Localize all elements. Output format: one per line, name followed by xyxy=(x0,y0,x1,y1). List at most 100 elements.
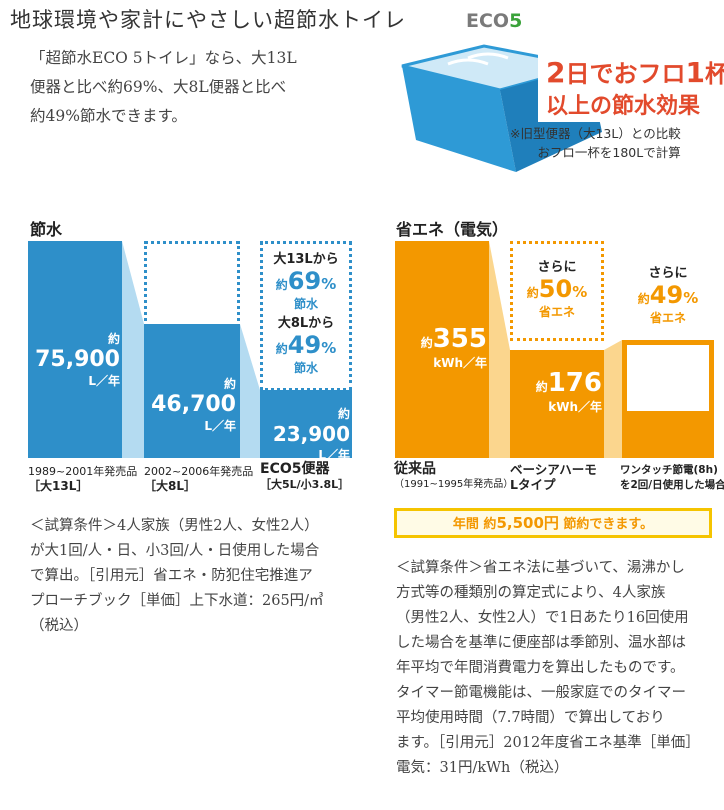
caption-size: ［大5L/小3.8L］ xyxy=(260,478,350,491)
promo-days: 2 xyxy=(546,56,566,89)
caption-years: 2002~2006年発売品 xyxy=(144,465,254,478)
condition-line: （税込） xyxy=(30,618,88,634)
water-value-eco5: 23,900 xyxy=(272,422,350,446)
promo-note: ※旧型便器（大13L）との比較 おフロ一杯を180Lで計算 xyxy=(510,124,681,162)
water-bar-eco5-reduced-outline xyxy=(260,241,352,391)
pct-sign: % xyxy=(572,283,588,301)
bar-connector xyxy=(122,241,144,458)
condition-line: ＜試算条件＞4人家族（男性2人、女性2人） xyxy=(30,518,319,534)
promo-count: 1 xyxy=(685,56,705,89)
energy-chart-title: 省エネ（電気） xyxy=(396,220,509,239)
eco5-logo: ECO5 xyxy=(466,10,522,32)
saving-from-8l: 大8Lから 約49% 節水 xyxy=(262,312,350,376)
energy-caption-onetouch: ワンタッチ節電(8h) を2回/日使用した場合 xyxy=(620,463,724,493)
unit-label: L／年 xyxy=(318,448,350,462)
promo-line-1: 2日でおフロ1杯 xyxy=(546,54,724,89)
banner-approx: 約 xyxy=(483,517,497,532)
saving-label: さらに xyxy=(648,266,688,281)
intro-line: 「超節水ECO 5トイレ」なら、大13L xyxy=(30,49,297,67)
caption-product: ECO5便器 xyxy=(260,461,330,477)
saving-suffix: 省エネ xyxy=(538,305,575,319)
caption-product: ワンタッチ節電(8h) xyxy=(620,464,718,476)
banner-prefix: 年間 xyxy=(452,517,479,532)
unit-label: L／年 xyxy=(204,419,236,433)
logo-text: ECO xyxy=(466,10,510,32)
condition-line: が大1回/人・日、小3回/人・日使用した場合 xyxy=(30,543,320,559)
saving-suffix: 節水 xyxy=(293,297,318,311)
bar-connector xyxy=(240,324,260,458)
energy-value-355: 355 xyxy=(432,324,487,354)
bathtub-side-left xyxy=(402,66,516,172)
caption-years: 1989~2001年発売品 xyxy=(28,465,138,478)
bathtub-illustration xyxy=(401,44,714,172)
energy-bar-basia xyxy=(510,350,604,458)
energy-caption-conventional: 従来品 （1991~1995年発売品） xyxy=(394,462,513,492)
approx-label: 約 xyxy=(637,292,650,306)
condition-line: で算出。［引用元］省エネ・防犯住宅推進ア xyxy=(30,568,313,584)
water-bar-eco5 xyxy=(260,390,352,458)
promo-bubble xyxy=(538,50,714,122)
page-title: 地球環境や家計にやさしい超節水トイレ xyxy=(10,8,406,32)
saving-energy-49: さらに 約49% 省エネ xyxy=(622,262,714,326)
intro-line: 約49%節水できます。 xyxy=(30,107,187,125)
energy-value-176: 176 xyxy=(547,368,602,398)
saving-suffix: 省エネ xyxy=(649,311,686,325)
condition-line: 電気：31円/kWh（税込） xyxy=(396,760,569,776)
caption-product: ベーシアハーモ xyxy=(510,462,597,477)
logo-number: 5 xyxy=(509,10,523,32)
energy-conditions: ＜試算条件＞省エネ法に基づいて、湯沸かし 方式等の種類別の算定式により、4人家族… xyxy=(396,556,722,781)
water-caption-13l: 1989~2001年発売品 ［大13L］ xyxy=(28,464,137,494)
approx-label: 約 xyxy=(420,336,433,350)
approx-label: 約 xyxy=(275,342,288,356)
banner-suffix: 節約できます。 xyxy=(563,517,654,532)
saving-label: さらに xyxy=(537,260,577,275)
caption-usage: を2回/日使用した場合 xyxy=(620,479,724,491)
condition-line: ＜試算条件＞省エネ法に基づいて、湯沸かし xyxy=(396,560,685,576)
saving-percent-49: 49 xyxy=(287,331,322,359)
approx-label: 約 xyxy=(223,377,236,391)
saving-from-13l: 大13Lから 約69% 節水 xyxy=(262,248,350,312)
condition-line: した場合を基準に便座部は季節別、温水部は xyxy=(396,635,686,651)
water-bar-8l xyxy=(144,324,240,458)
caption-years: （1991~1995年発売品） xyxy=(394,479,514,490)
energy-bar-onetouch-reduced-area xyxy=(627,345,709,411)
saving-percent-50: 50 xyxy=(538,275,573,303)
approx-label: 約 xyxy=(535,380,548,394)
water-value-label: 約46,700 L／年 xyxy=(146,373,236,434)
condition-line: （男性2人、女性2人）で1日あたり16回使用 xyxy=(396,610,689,626)
caption-size: ［大8L］ xyxy=(144,479,196,493)
caption-size: ［大13L］ xyxy=(28,479,89,493)
condition-line: プローチブック［単価］上下水道：265円/㎥ xyxy=(30,593,324,609)
saving-label: 大13Lから xyxy=(273,252,339,267)
promo-text: 日でおフロ xyxy=(565,60,686,88)
promo-note-line: ※旧型便器（大13L）との比較 xyxy=(510,126,681,141)
pct-sign: % xyxy=(321,339,337,357)
saving-percent-69: 69 xyxy=(287,267,322,295)
unit-label: L／年 xyxy=(88,374,120,388)
saving-percent-49-energy: 49 xyxy=(649,281,684,309)
water-bar-13l xyxy=(28,241,122,458)
water-caption-8l: 2002~2006年発売品 ［大8L］ xyxy=(144,464,253,494)
promo-line-2: 以上の節水効果 xyxy=(546,94,701,119)
condition-line: 平均使用時間（7.7時間）で算出しており xyxy=(396,710,665,726)
energy-bar-basia-reduced-outline xyxy=(510,241,604,341)
unit-label: kWh／年 xyxy=(548,400,602,414)
water-value-8l: 46,700 xyxy=(151,392,236,417)
water-bar-8l-reduced-outline xyxy=(144,241,240,327)
approx-label: 約 xyxy=(526,286,539,300)
energy-bar-conventional xyxy=(395,241,489,458)
water-chart-title: 節水 xyxy=(30,220,63,239)
saving-energy-50: さらに 約50% 省エネ xyxy=(512,256,602,320)
banner-amount: 5,500円 xyxy=(496,514,559,532)
intro-text: 「超節水ECO 5トイレ」なら、大13L 便器と比べ約69%、大8L便器と比べ … xyxy=(30,44,370,131)
energy-caption-basia: ベーシアハーモ Lタイプ xyxy=(510,462,597,492)
energy-value-label: 約176 kWh／年 xyxy=(512,368,602,415)
saving-label: 大8Lから xyxy=(277,316,335,331)
bar-connector xyxy=(604,340,622,458)
pct-sign: % xyxy=(321,275,337,293)
unit-label: kWh／年 xyxy=(433,356,487,370)
water-value-label: 約75,900 L／年 xyxy=(30,328,120,389)
annual-saving-banner: 年間 約5,500円 節約できます。 xyxy=(394,508,712,538)
approx-label: 約 xyxy=(337,407,350,421)
